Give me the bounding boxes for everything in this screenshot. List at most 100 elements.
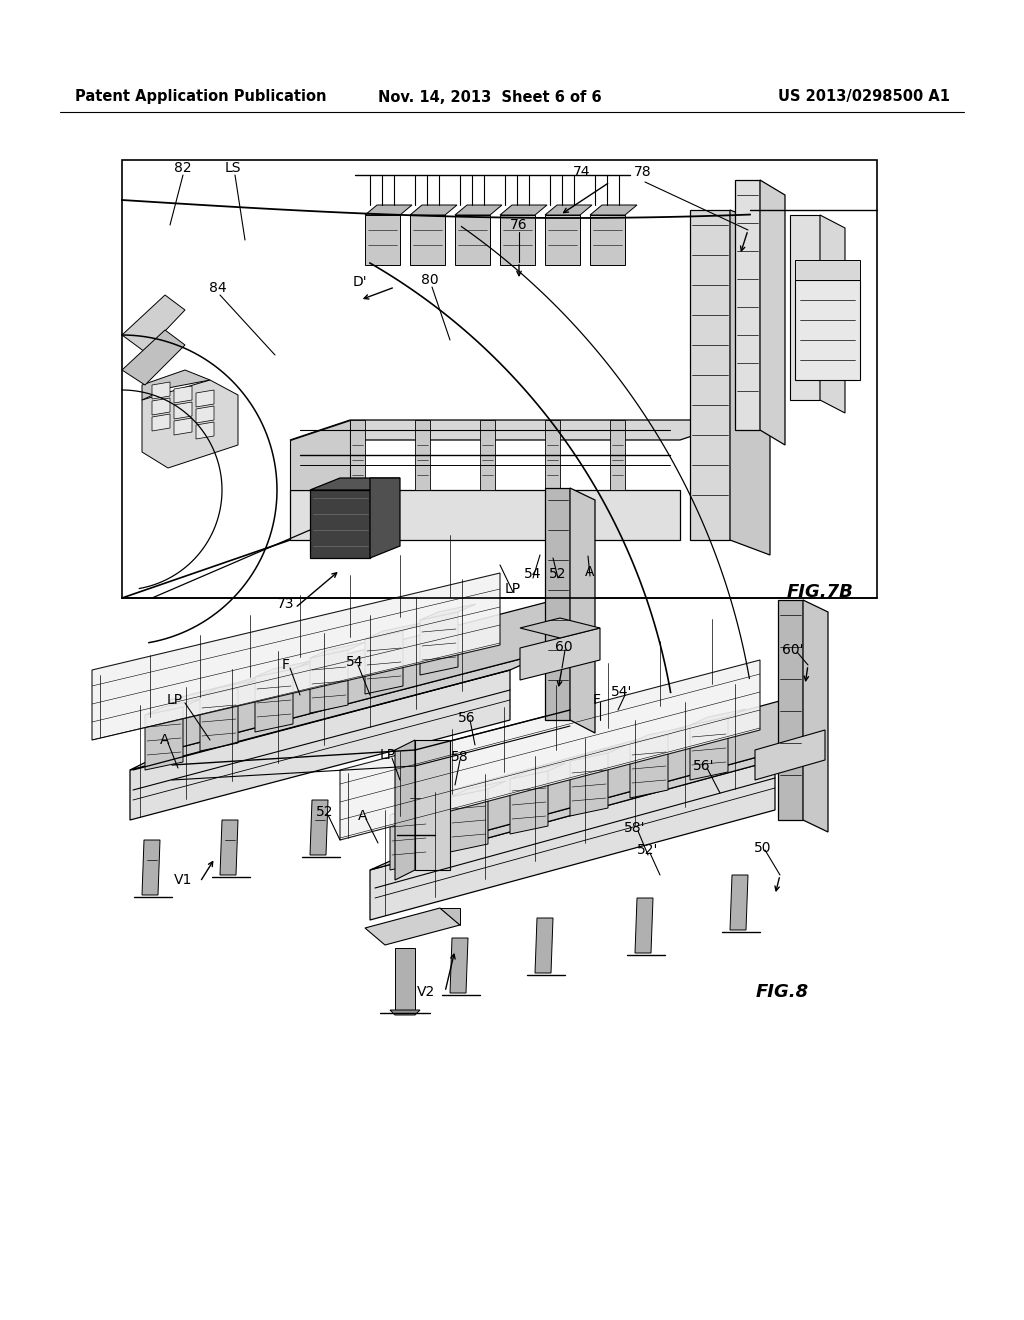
- Polygon shape: [420, 612, 458, 675]
- Polygon shape: [570, 752, 608, 816]
- Polygon shape: [803, 601, 828, 832]
- Polygon shape: [152, 414, 170, 432]
- Polygon shape: [450, 789, 488, 851]
- Polygon shape: [545, 420, 560, 490]
- Text: 56: 56: [458, 711, 476, 725]
- Polygon shape: [790, 215, 820, 400]
- Polygon shape: [440, 908, 460, 925]
- Polygon shape: [170, 601, 555, 750]
- Bar: [122, 160, 877, 598]
- Polygon shape: [255, 669, 293, 733]
- Polygon shape: [196, 389, 214, 407]
- Polygon shape: [142, 840, 160, 895]
- Text: 76: 76: [510, 218, 527, 232]
- Polygon shape: [395, 948, 415, 1010]
- Polygon shape: [365, 205, 412, 215]
- Text: 84: 84: [209, 281, 226, 294]
- Text: 54: 54: [346, 655, 364, 669]
- Polygon shape: [455, 215, 490, 265]
- Polygon shape: [174, 418, 193, 436]
- Polygon shape: [142, 380, 238, 469]
- Text: 52: 52: [316, 805, 334, 818]
- Text: LP: LP: [505, 582, 521, 597]
- Text: A: A: [358, 809, 368, 822]
- Polygon shape: [415, 690, 820, 850]
- Polygon shape: [395, 741, 415, 880]
- Polygon shape: [174, 385, 193, 403]
- Polygon shape: [630, 735, 668, 799]
- Polygon shape: [545, 205, 592, 215]
- Polygon shape: [200, 688, 238, 751]
- Polygon shape: [610, 420, 625, 490]
- Polygon shape: [340, 660, 760, 840]
- Polygon shape: [390, 807, 428, 870]
- Polygon shape: [590, 215, 625, 265]
- Text: LP: LP: [380, 748, 396, 762]
- Polygon shape: [635, 898, 653, 953]
- Text: 54: 54: [524, 568, 542, 581]
- Polygon shape: [570, 488, 595, 733]
- Polygon shape: [122, 294, 185, 352]
- Polygon shape: [370, 478, 400, 558]
- Polygon shape: [795, 280, 860, 380]
- Polygon shape: [365, 215, 400, 265]
- Polygon shape: [196, 407, 214, 422]
- Polygon shape: [390, 799, 446, 814]
- Polygon shape: [310, 478, 400, 490]
- Polygon shape: [142, 370, 210, 400]
- Text: A: A: [586, 565, 595, 579]
- Polygon shape: [690, 210, 730, 540]
- Text: F: F: [282, 657, 290, 672]
- Polygon shape: [450, 939, 468, 993]
- Polygon shape: [145, 708, 183, 770]
- Text: 50: 50: [755, 841, 772, 855]
- Polygon shape: [795, 260, 860, 280]
- Polygon shape: [410, 205, 457, 215]
- Polygon shape: [196, 422, 214, 440]
- Polygon shape: [365, 631, 403, 694]
- Polygon shape: [520, 618, 600, 638]
- Polygon shape: [520, 628, 600, 680]
- Polygon shape: [92, 573, 500, 741]
- Polygon shape: [220, 820, 238, 875]
- Polygon shape: [290, 490, 680, 540]
- Polygon shape: [365, 623, 421, 639]
- Polygon shape: [510, 771, 548, 834]
- Polygon shape: [730, 875, 748, 931]
- Text: 74: 74: [573, 165, 591, 180]
- Text: 73: 73: [278, 597, 295, 611]
- Polygon shape: [415, 741, 450, 870]
- Polygon shape: [406, 777, 423, 833]
- Polygon shape: [760, 180, 785, 445]
- Text: FIG.7B: FIG.7B: [786, 583, 853, 601]
- Text: 80: 80: [421, 273, 439, 286]
- Text: 56': 56': [693, 759, 715, 774]
- Polygon shape: [480, 420, 495, 490]
- Polygon shape: [450, 781, 506, 797]
- Text: V2: V2: [417, 985, 435, 999]
- Polygon shape: [255, 661, 311, 677]
- Text: FIG.8: FIG.8: [756, 983, 809, 1001]
- Polygon shape: [365, 908, 460, 945]
- Polygon shape: [420, 605, 476, 620]
- Polygon shape: [500, 215, 535, 265]
- Text: 60: 60: [555, 640, 572, 653]
- Polygon shape: [545, 488, 570, 719]
- Polygon shape: [510, 763, 566, 779]
- Polygon shape: [690, 709, 746, 725]
- Polygon shape: [410, 215, 445, 265]
- Polygon shape: [370, 760, 775, 920]
- Polygon shape: [290, 420, 350, 490]
- Text: 58: 58: [452, 750, 469, 764]
- Polygon shape: [630, 727, 686, 743]
- Text: F: F: [593, 693, 601, 708]
- Polygon shape: [130, 671, 510, 820]
- Text: Patent Application Publication: Patent Application Publication: [75, 90, 327, 104]
- Polygon shape: [145, 700, 201, 715]
- Polygon shape: [350, 420, 365, 490]
- Text: A: A: [160, 733, 170, 747]
- Polygon shape: [735, 180, 760, 430]
- Polygon shape: [455, 205, 502, 215]
- Polygon shape: [590, 205, 637, 215]
- Text: V1: V1: [174, 873, 193, 887]
